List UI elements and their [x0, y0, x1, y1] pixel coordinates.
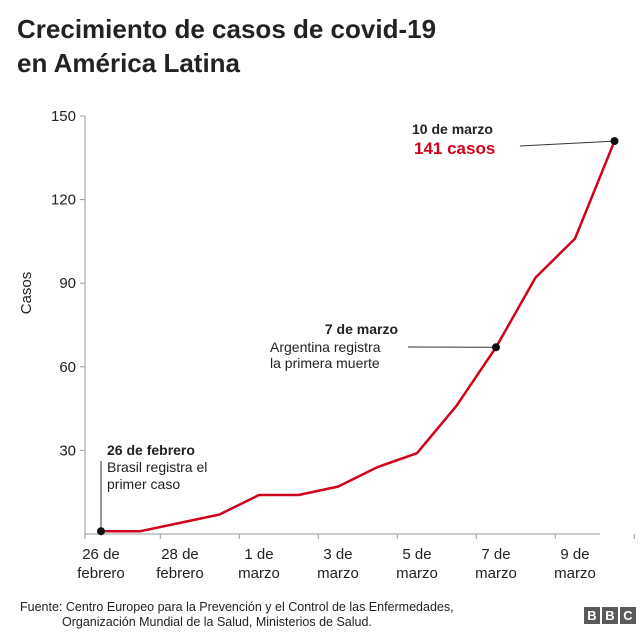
y-axis: 30 60 90 120 150 — [51, 108, 86, 534]
source-line-2: Organización Mundial de la Salud, Minist… — [62, 615, 372, 629]
y-tick-label: 30 — [59, 442, 76, 459]
x-tick-label-line1: 9 de — [560, 546, 589, 563]
annotation-marker — [610, 137, 619, 146]
x-tick-label-line1: 26 de — [82, 546, 120, 563]
y-tick-label: 150 — [51, 108, 76, 125]
annotation-leader — [519, 140, 615, 147]
x-tick-label-line2: marzo — [396, 565, 438, 582]
chart-title: Crecimiento de casos de covid-19 en Amér… — [17, 12, 617, 80]
series-line — [99, 139, 616, 533]
source-line-1: Fuente: Centro Europeo para la Prevenció… — [20, 600, 454, 614]
annotation-title: 7 de marzo — [325, 321, 398, 337]
y-tick-label: 120 — [51, 192, 76, 209]
x-axis: 26 de febrero 28 de febrero 1 de marzo 3 de mar… — [77, 533, 635, 582]
x-tick-label-line2: marzo — [475, 565, 517, 582]
bbc-logo-letter: B — [584, 607, 600, 624]
x-tick-label-line1: 5 de — [402, 546, 431, 563]
y-axis-label: Casos — [18, 272, 35, 315]
x-tick-label-line1: 1 de — [244, 546, 273, 563]
bbc-logo-letter: C — [620, 607, 636, 624]
bbc-logo-letter: B — [602, 607, 618, 624]
x-tick-label-line2: marzo — [238, 565, 280, 582]
x-tick-label-line2: febrero — [156, 565, 204, 582]
annotation-text: primer caso — [107, 476, 180, 492]
annotation-text: la primera muerte — [270, 355, 380, 371]
y-tick-label: 90 — [59, 275, 76, 292]
annotation-marker — [97, 527, 105, 536]
x-tick-label-line2: marzo — [317, 565, 359, 582]
x-tick-label-line1: 28 de — [161, 546, 199, 563]
x-tick-label-line2: marzo — [554, 565, 596, 582]
line-chart: 30 60 90 120 150 Casos 26 de febrero 28 de febr… — [18, 108, 635, 582]
chart-title-line2: en América Latina — [17, 48, 241, 78]
source-note: Fuente: Centro Europeo para la Prevenció… — [20, 600, 580, 630]
annotation-marker — [492, 343, 500, 352]
x-tick-label-line2: febrero — [77, 565, 125, 582]
x-tick-label-line1: 7 de — [481, 546, 510, 563]
annotation-text: Argentina registra — [270, 339, 381, 355]
bbc-logo: B B C — [584, 607, 636, 625]
series-layer — [99, 139, 616, 533]
annotation-title: 10 de marzo — [412, 121, 493, 137]
y-tick-label: 60 — [59, 359, 76, 376]
chart-title-line1: Crecimiento de casos de covid-19 — [17, 14, 437, 44]
annotation-title: 26 de febrero — [107, 442, 195, 458]
annotation-highlight: 141 casos — [414, 139, 495, 158]
annotation-text: Brasil registra el — [107, 459, 207, 475]
annotation: 10 de marzo 141 casos — [412, 121, 619, 158]
x-tick-label-line1: 3 de — [323, 546, 352, 563]
